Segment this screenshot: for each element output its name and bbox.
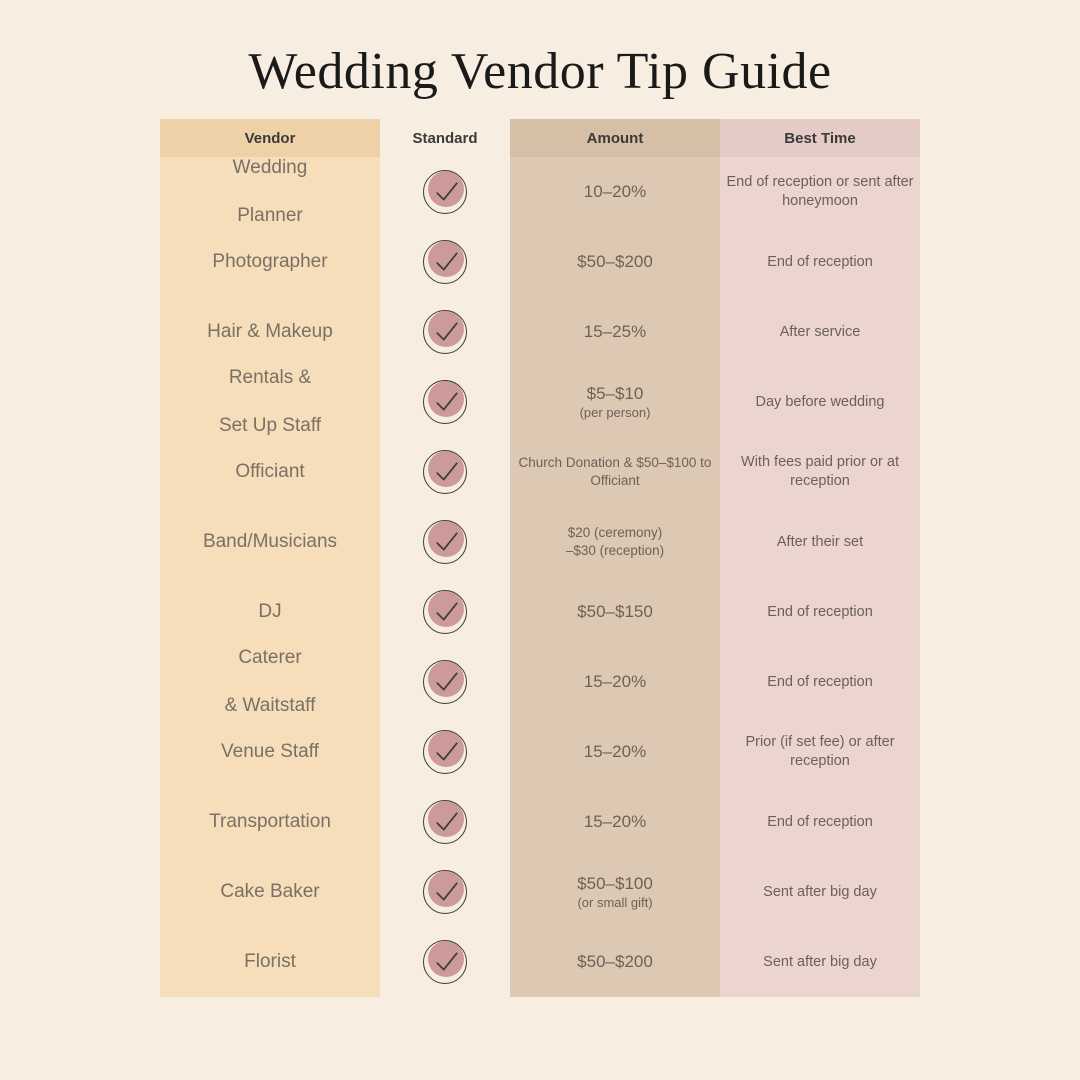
amount-cell: 15–20% xyxy=(510,787,720,857)
standard-cell xyxy=(380,367,510,437)
table-row: Caterer& Waitstaff 15–20% End of recepti… xyxy=(160,647,920,717)
table-row: Transportation 15–20% End of reception xyxy=(160,787,920,857)
time-cell: After service xyxy=(720,297,920,367)
vendor-cell: Officiant xyxy=(160,437,380,507)
table-row: Cake Baker $50–$100(or small gift) Sent … xyxy=(160,857,920,927)
table-row: Hair & Makeup 15–25% After service xyxy=(160,297,920,367)
amount-cell: $50–$150 xyxy=(510,577,720,647)
time-cell: End of reception xyxy=(720,227,920,297)
tip-table: Vendor Standard Amount Best Time Wedding… xyxy=(160,119,920,997)
time-cell: Sent after big day xyxy=(720,927,920,997)
time-cell: With fees paid prior or at reception xyxy=(720,437,920,507)
standard-cell xyxy=(380,647,510,717)
time-cell: End of reception xyxy=(720,577,920,647)
standard-cell xyxy=(380,927,510,997)
table-row: Florist $50–$200 Sent after big day xyxy=(160,927,920,997)
standard-cell xyxy=(380,157,510,227)
check-icon xyxy=(423,310,467,354)
check-icon xyxy=(423,450,467,494)
table-row: WeddingPlanner 10–20% End of reception o… xyxy=(160,157,920,227)
table-row: Band/Musicians $20 (ceremony)–$30 (recep… xyxy=(160,507,920,577)
check-icon xyxy=(423,520,467,564)
header-time: Best Time xyxy=(720,119,920,157)
vendor-cell: Photographer xyxy=(160,227,380,297)
time-cell: After their set xyxy=(720,507,920,577)
check-icon xyxy=(423,240,467,284)
standard-cell xyxy=(380,437,510,507)
check-icon xyxy=(423,660,467,704)
check-icon xyxy=(423,170,467,214)
standard-cell xyxy=(380,507,510,577)
time-cell: End of reception xyxy=(720,787,920,857)
table-row: Rentals &Set Up Staff $5–$10(per person)… xyxy=(160,367,920,437)
standard-cell xyxy=(380,227,510,297)
amount-cell: $50–$100(or small gift) xyxy=(510,857,720,927)
table-header-row: Vendor Standard Amount Best Time xyxy=(160,119,920,157)
vendor-cell: Band/Musicians xyxy=(160,507,380,577)
vendor-cell: Caterer& Waitstaff xyxy=(160,647,380,717)
amount-cell: 15–20% xyxy=(510,717,720,787)
page-title: Wedding Vendor Tip Guide xyxy=(248,42,831,101)
time-cell: End of reception xyxy=(720,647,920,717)
vendor-cell: Cake Baker xyxy=(160,857,380,927)
check-icon xyxy=(423,800,467,844)
vendor-cell: Rentals &Set Up Staff xyxy=(160,367,380,437)
header-vendor: Vendor xyxy=(160,119,380,157)
amount-cell: 10–20% xyxy=(510,157,720,227)
table-row: DJ $50–$150 End of reception xyxy=(160,577,920,647)
vendor-cell: DJ xyxy=(160,577,380,647)
time-cell: End of reception or sent after honeymoon xyxy=(720,157,920,227)
header-standard: Standard xyxy=(380,119,510,157)
amount-cell: $50–$200 xyxy=(510,227,720,297)
standard-cell xyxy=(380,717,510,787)
check-icon xyxy=(423,380,467,424)
check-icon xyxy=(423,730,467,774)
amount-cell: $5–$10(per person) xyxy=(510,367,720,437)
vendor-cell: Hair & Makeup xyxy=(160,297,380,367)
table-row: Venue Staff 15–20% Prior (if set fee) or… xyxy=(160,717,920,787)
time-cell: Day before wedding xyxy=(720,367,920,437)
standard-cell xyxy=(380,857,510,927)
amount-cell: 15–20% xyxy=(510,647,720,717)
amount-cell: Church Donation & $50–$100 to Officiant xyxy=(510,437,720,507)
header-amount: Amount xyxy=(510,119,720,157)
check-icon xyxy=(423,870,467,914)
standard-cell xyxy=(380,577,510,647)
vendor-cell: Venue Staff xyxy=(160,717,380,787)
amount-cell: 15–25% xyxy=(510,297,720,367)
amount-cell: $20 (ceremony)–$30 (reception) xyxy=(510,507,720,577)
check-icon xyxy=(423,940,467,984)
vendor-cell: WeddingPlanner xyxy=(160,157,380,227)
time-cell: Sent after big day xyxy=(720,857,920,927)
table-row: Photographer $50–$200 End of reception xyxy=(160,227,920,297)
amount-cell: $50–$200 xyxy=(510,927,720,997)
vendor-cell: Transportation xyxy=(160,787,380,857)
standard-cell xyxy=(380,787,510,857)
vendor-cell: Florist xyxy=(160,927,380,997)
check-icon xyxy=(423,590,467,634)
table-row: Officiant Church Donation & $50–$100 to … xyxy=(160,437,920,507)
time-cell: Prior (if set fee) or after reception xyxy=(720,717,920,787)
standard-cell xyxy=(380,297,510,367)
